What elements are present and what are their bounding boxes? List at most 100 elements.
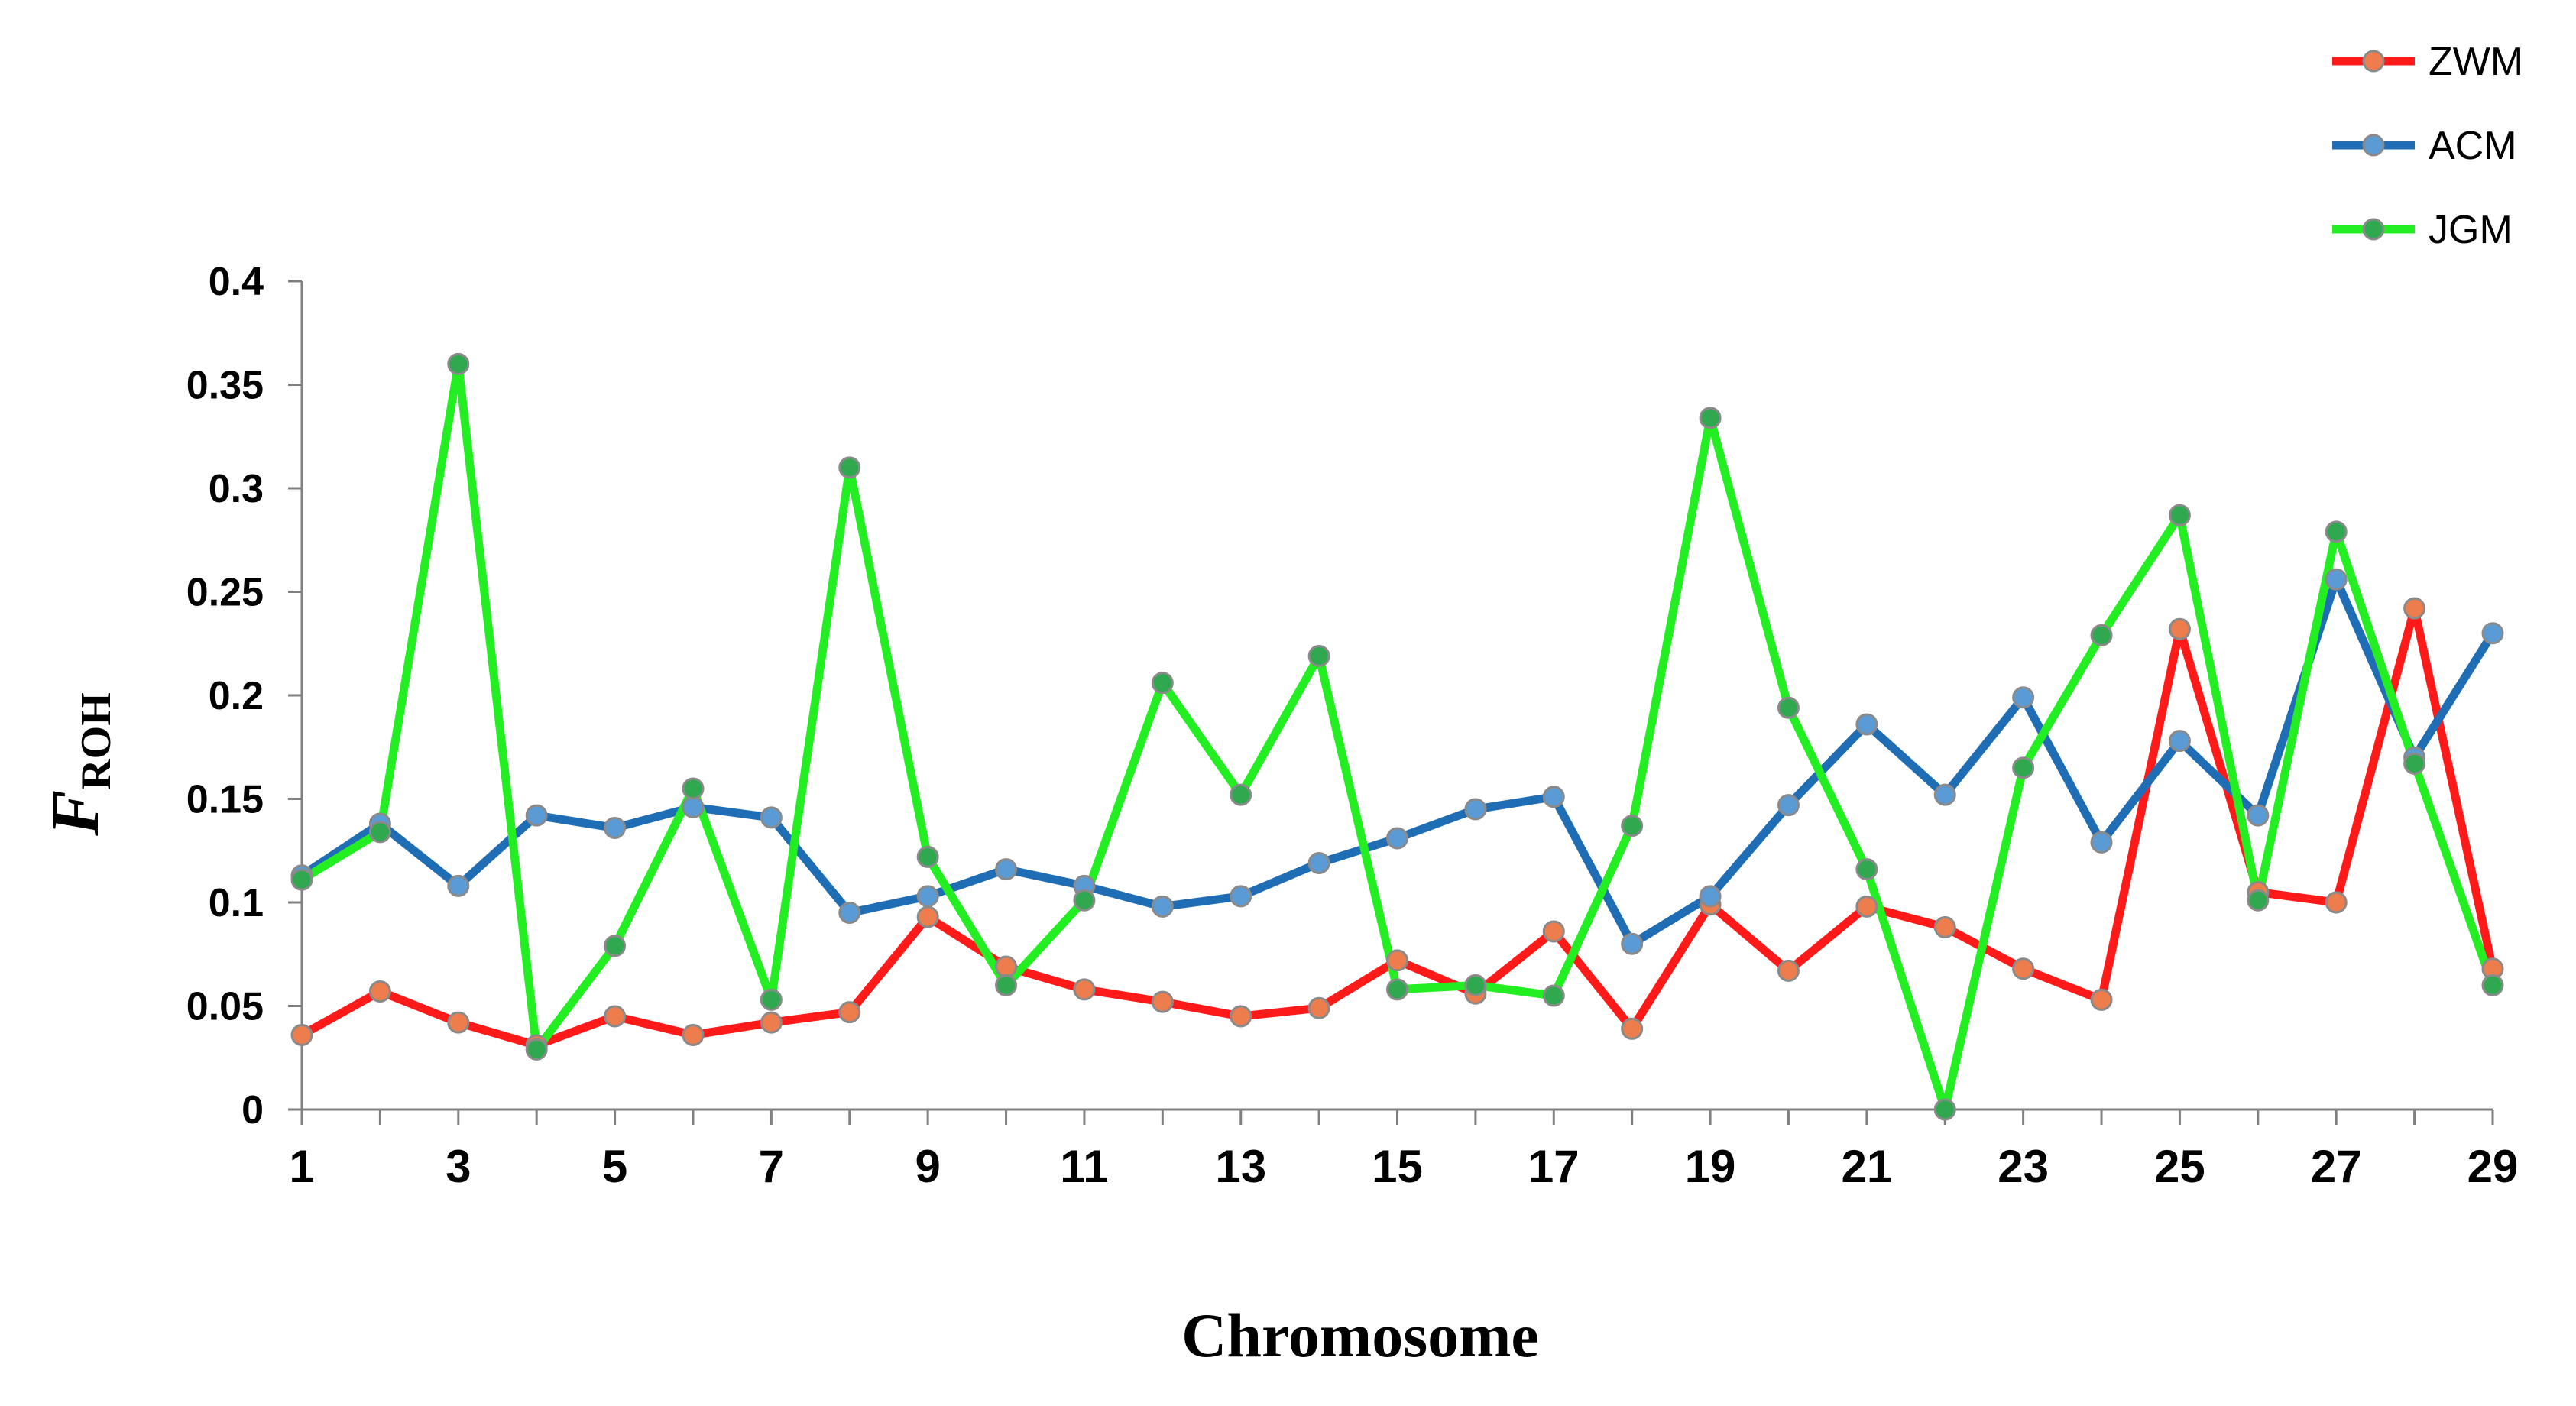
data-point-jgm: [2481, 974, 2504, 996]
x-tick-label: 9: [915, 1141, 940, 1192]
series-layer: [290, 352, 2504, 1121]
data-point-jgm: [447, 352, 470, 375]
legend-marker-swatch: [2362, 134, 2385, 157]
data-point-zwm: [1933, 916, 1956, 939]
x-tick-label: 27: [2311, 1141, 2362, 1192]
data-point-zwm: [916, 905, 939, 928]
legend-item-acm: ACM: [2332, 124, 2517, 168]
data-point-acm: [1933, 783, 1956, 806]
x-tick-label: 21: [1841, 1141, 1892, 1192]
data-point-acm: [2168, 730, 2191, 753]
data-point-zwm: [1386, 949, 1408, 972]
legend-item-jgm: JGM: [2332, 208, 2513, 252]
legend-marker-swatch: [2362, 50, 2385, 73]
data-point-jgm: [2325, 520, 2348, 543]
y-tick-label: 0.3: [209, 467, 264, 511]
data-point-acm: [2090, 831, 2113, 854]
legend: ZWM ACM JGM: [2332, 40, 2523, 252]
data-point-zwm: [447, 1011, 470, 1034]
data-point-jgm: [1386, 978, 1408, 1001]
x-tick-label: 7: [759, 1141, 784, 1192]
y-axis-title-main: F: [37, 790, 113, 837]
data-point-jgm: [1699, 407, 1722, 429]
data-point-acm: [525, 804, 548, 827]
y-tick-label: 0.15: [186, 778, 264, 822]
x-tick-label: 1: [289, 1141, 314, 1192]
data-point-acm: [604, 816, 627, 839]
data-point-jgm: [2403, 752, 2426, 775]
data-point-acm: [2247, 804, 2270, 827]
axes-layer: 00.050.10.150.20.250.30.350.41 3 5 7 9 11 13 15…: [186, 260, 2519, 1192]
x-tick-label: 13: [1215, 1141, 1266, 1192]
x-tick-label: 25: [2154, 1141, 2205, 1192]
data-point-acm: [838, 902, 861, 925]
data-point-zwm: [682, 1023, 705, 1046]
x-tick-label: 29: [2467, 1141, 2519, 1192]
x-tick-label: 17: [1528, 1141, 1580, 1192]
data-point-zwm: [760, 1011, 783, 1034]
y-axis-title: FROH: [37, 692, 120, 837]
data-point-zwm: [2403, 597, 2426, 620]
x-axis-title: Chromosome: [1181, 1301, 1539, 1370]
data-point-zwm: [1542, 920, 1565, 943]
data-point-zwm: [1230, 1005, 1252, 1028]
series-line-acm: [297, 575, 2497, 948]
data-point-zwm: [2012, 957, 2035, 980]
data-point-jgm: [368, 821, 391, 844]
data-point-jgm: [682, 777, 705, 800]
y-tick-label: 0.05: [186, 985, 264, 1029]
legend-label: ACM: [2429, 124, 2517, 168]
data-point-acm: [1464, 798, 1487, 821]
data-point-acm: [682, 795, 705, 818]
data-point-zwm: [2090, 988, 2113, 1011]
data-point-acm: [1151, 895, 1174, 918]
data-point-zwm: [1151, 990, 1174, 1013]
legend-marker-swatch: [2362, 218, 2385, 241]
legend-item-zwm: ZWM: [2332, 40, 2523, 84]
data-point-acm: [1307, 852, 1330, 875]
data-point-zwm: [1621, 1017, 1644, 1040]
data-point-zwm: [1777, 959, 1800, 982]
data-point-jgm: [995, 974, 1018, 996]
data-point-jgm: [760, 988, 783, 1011]
data-point-jgm: [2247, 889, 2270, 912]
x-tick-label: 5: [602, 1141, 627, 1192]
legend-label: ZWM: [2429, 40, 2523, 84]
data-point-jgm: [290, 868, 313, 891]
y-tick-label: 0.1: [209, 881, 264, 925]
data-point-acm: [1230, 885, 1252, 908]
y-tick-label: 0: [241, 1088, 264, 1132]
data-point-zwm: [1307, 996, 1330, 1019]
y-axis-title-sub: ROH: [73, 692, 120, 790]
data-point-acm: [760, 806, 783, 829]
x-tick-label: 3: [446, 1141, 471, 1192]
data-point-jgm: [1777, 696, 1800, 719]
data-point-acm: [447, 874, 470, 897]
y-tick-label: 0.4: [209, 260, 264, 304]
data-point-jgm: [2012, 756, 2035, 779]
data-point-jgm: [2168, 504, 2191, 526]
data-point-zwm: [838, 1001, 861, 1024]
x-tick-label: 15: [1372, 1141, 1423, 1192]
x-tick-label: 23: [1998, 1141, 2049, 1192]
data-point-jgm: [1464, 974, 1487, 996]
data-point-jgm: [525, 1038, 548, 1061]
data-point-acm: [1699, 885, 1722, 908]
data-point-zwm: [290, 1023, 313, 1046]
data-point-acm: [1777, 794, 1800, 817]
x-tick-label: 11: [1060, 1141, 1108, 1192]
data-point-jgm: [1230, 783, 1252, 806]
data-point-jgm: [838, 456, 861, 479]
data-point-zwm: [2168, 617, 2191, 640]
data-point-acm: [1542, 786, 1565, 808]
data-point-acm: [916, 885, 939, 908]
data-point-zwm: [1073, 978, 1096, 1001]
data-point-jgm: [1073, 889, 1096, 912]
data-point-zwm: [604, 1005, 627, 1028]
data-point-acm: [2481, 622, 2504, 645]
y-tick-label: 0.2: [209, 674, 264, 718]
data-point-acm: [2012, 686, 2035, 709]
y-tick-label: 0.25: [186, 571, 264, 615]
data-point-jgm: [1933, 1098, 1956, 1121]
data-point-acm: [995, 858, 1018, 881]
